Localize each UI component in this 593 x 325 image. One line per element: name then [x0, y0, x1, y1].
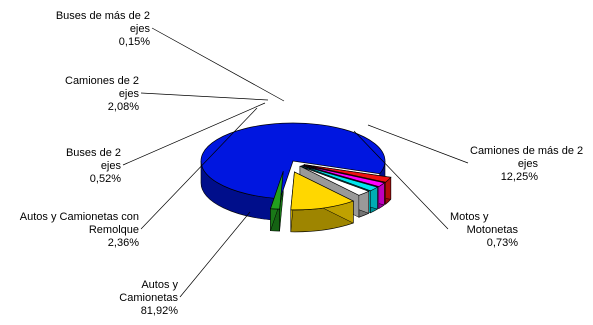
leader-line-2: [122, 102, 266, 166]
leader-line-0: [179, 211, 251, 298]
leader-line-5: [367, 124, 469, 164]
slice-label-5: Camiones de más de 2 ejes 12,25%: [470, 145, 583, 183]
slice-label-0: Autos y Camionetas 81,92%: [119, 279, 178, 317]
pie-slice-5: [290, 171, 355, 211]
leader-line-1: [140, 107, 258, 230]
pie-slice-4: [299, 165, 370, 196]
pie-slice-0: [200, 122, 386, 199]
pie-slice-1: [304, 164, 392, 183]
slice-label-3: Camiones de 2 ejes 2,08%: [65, 75, 139, 113]
leader-line-4: [151, 27, 285, 102]
pie-slice-2: [302, 164, 386, 188]
pie-slice-3: [301, 165, 379, 192]
slice-label-2: Buses de 2 ejes 0,52%: [66, 147, 122, 185]
slice-label-4: Buses de más de 2 ejes 0,15%: [56, 10, 151, 48]
pie-slice-6: [269, 171, 284, 210]
leader-line-6: [353, 130, 449, 230]
slice-label-6: Motos y Motonetas 0,73%: [450, 211, 518, 249]
leader-line-3: [140, 92, 269, 101]
slice-label-1: Autos y Camionetas con Remolque 2,36%: [20, 211, 139, 249]
